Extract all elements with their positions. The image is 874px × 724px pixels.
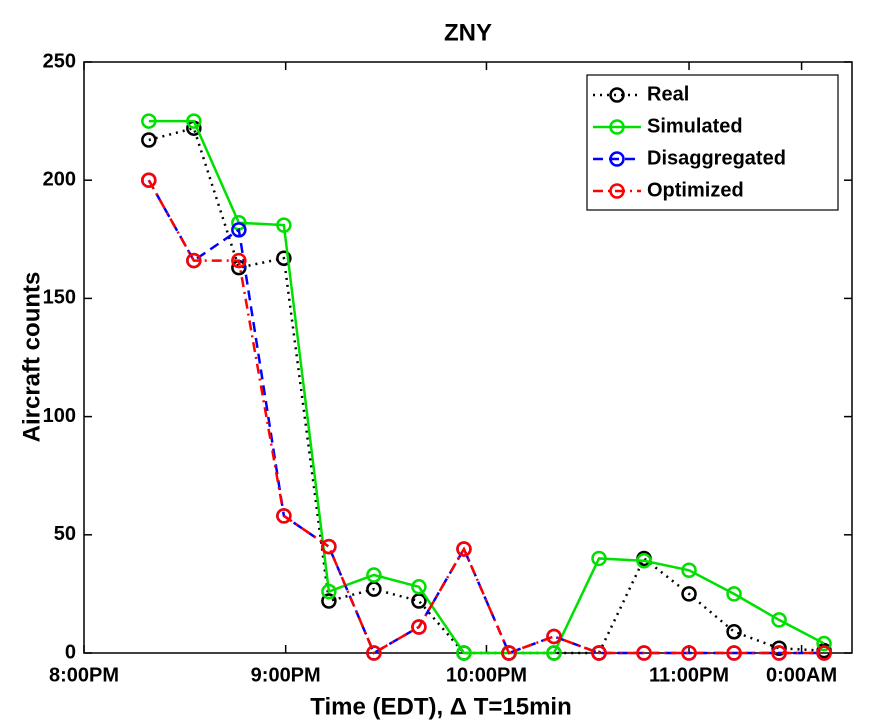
y-tick-label: 0 bbox=[65, 641, 76, 663]
data-point bbox=[276, 508, 292, 524]
x-tick-label: 11:00PM bbox=[649, 664, 729, 686]
legend-marker bbox=[609, 183, 625, 199]
data-point bbox=[591, 645, 607, 661]
series-line bbox=[147, 179, 825, 655]
data-point bbox=[726, 645, 742, 661]
data-point bbox=[816, 635, 832, 652]
legend-label: Real bbox=[647, 83, 689, 105]
data-point bbox=[771, 645, 787, 661]
data-point bbox=[456, 645, 472, 661]
y-axis-label: Aircraft counts bbox=[18, 272, 45, 443]
series-line bbox=[147, 179, 825, 655]
x-tick-label: 10:00PM bbox=[446, 664, 527, 686]
data-point bbox=[321, 593, 337, 609]
legend-marker bbox=[609, 151, 625, 167]
data-point bbox=[231, 252, 247, 269]
data-point bbox=[366, 645, 382, 661]
data-point bbox=[141, 132, 157, 148]
data-point bbox=[771, 640, 787, 657]
data-point bbox=[501, 645, 517, 661]
data-point bbox=[186, 113, 202, 129]
legend-marker bbox=[609, 119, 625, 135]
legend-label: Simulated bbox=[647, 115, 743, 137]
data-point bbox=[681, 645, 697, 661]
y-tick-label: 100 bbox=[43, 405, 76, 427]
data-point bbox=[726, 623, 742, 640]
data-point bbox=[456, 541, 472, 557]
data-point bbox=[816, 645, 832, 661]
chart-title: ZNY bbox=[444, 19, 492, 46]
data-point bbox=[726, 586, 742, 602]
data-point bbox=[681, 586, 697, 602]
data-point bbox=[366, 567, 382, 583]
x-tick-label: 0:00AM bbox=[766, 664, 837, 686]
data-point bbox=[321, 583, 337, 600]
data-point bbox=[411, 579, 427, 595]
data-point bbox=[771, 612, 787, 628]
data-point bbox=[141, 113, 157, 129]
data-point bbox=[681, 562, 697, 579]
data-point bbox=[321, 538, 337, 555]
data-point bbox=[636, 553, 652, 569]
data-point bbox=[186, 252, 202, 269]
legend-label: Optimized bbox=[647, 179, 744, 201]
legend-box bbox=[586, 74, 839, 211]
data-point bbox=[591, 550, 607, 567]
data-point bbox=[546, 645, 562, 661]
series-line bbox=[148, 119, 825, 655]
y-tick-label: 150 bbox=[43, 287, 76, 309]
legend-label: Disaggregated bbox=[647, 147, 786, 169]
data-point bbox=[276, 217, 292, 233]
data-point bbox=[636, 645, 652, 661]
y-tick-label: 50 bbox=[54, 523, 76, 545]
data-point bbox=[411, 619, 427, 635]
legend-marker bbox=[609, 87, 625, 103]
x-tick-label: 8:00PM bbox=[49, 664, 119, 686]
x-axis-label: Time (EDT), Δ T=15min bbox=[310, 693, 572, 720]
data-point bbox=[276, 250, 292, 266]
data-point bbox=[141, 172, 157, 188]
data-point bbox=[231, 222, 247, 238]
x-tick-label: 9:00PM bbox=[251, 664, 321, 686]
data-point bbox=[546, 628, 562, 645]
y-tick-label: 250 bbox=[43, 50, 76, 72]
y-tick-label: 200 bbox=[43, 168, 76, 190]
